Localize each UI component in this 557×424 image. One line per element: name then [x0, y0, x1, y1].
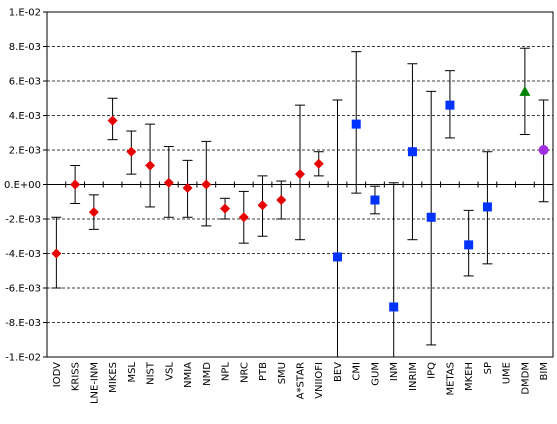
data-point-diamond [70, 179, 81, 190]
data-point-diamond [257, 200, 268, 211]
x-category-label: NIST [146, 361, 157, 385]
x-category-label: BIM [539, 362, 550, 380]
data-point-square [426, 212, 436, 222]
x-category-label: NPL [221, 362, 232, 382]
y-tick-label: 8.E-03 [9, 42, 41, 53]
x-category-label: NRC [239, 362, 250, 383]
x-category-label: SP [483, 362, 494, 374]
data-point-square [370, 195, 380, 205]
x-category-label: NMIA [183, 362, 194, 388]
x-category-label: MIKES [108, 362, 119, 393]
data-point-diamond [295, 169, 305, 180]
data-point-diamond [201, 179, 212, 190]
y-tick-label: -6.E-03 [5, 284, 41, 295]
data-point-diamond [51, 248, 62, 259]
y-tick-label: 2.E-03 [9, 146, 41, 157]
data-point-diamond [220, 203, 231, 214]
x-category-label: SMU [277, 362, 288, 384]
y-tick-label: -8.E-03 [5, 318, 41, 329]
data-point-triangle [519, 85, 531, 96]
data-markers [51, 85, 549, 312]
data-point-diamond [163, 177, 174, 188]
x-category-label: IPQ [427, 362, 438, 379]
data-point-diamond [276, 195, 287, 206]
data-point-diamond [126, 146, 137, 157]
x-category-label: BEV [333, 362, 344, 382]
y-tick-label: 6.E-03 [9, 77, 41, 88]
data-point-circle [538, 145, 549, 155]
x-category-label: VSL [164, 362, 175, 381]
y-tick-label: -2.E-03 [5, 215, 41, 226]
x-category-label: METAS [445, 362, 456, 395]
x-category-label: A*STAR [296, 362, 307, 399]
x-category-label: NMD [202, 362, 213, 386]
x-category-label: CMI [352, 362, 363, 381]
y-axis-ticks: 1.E-02 8.E-03 6.E-03 4.E-03 2.E-03 0.E+00 -2.E… [4, 8, 47, 364]
data-point-square [389, 302, 399, 312]
x-category-label: INM [389, 362, 400, 381]
y-tick-label: -1.E-02 [5, 353, 41, 364]
x-category-label: MKEH [464, 362, 475, 391]
x-category-label: MSL [127, 362, 138, 383]
y-tick-label: 4.E-03 [9, 111, 41, 122]
x-axis: IODV KRISS LNE-INM MIKES MSL NIST VSL NMIA NMD NP… [47, 181, 554, 404]
x-category-label: IODV [52, 362, 63, 387]
x-category-label: LNE-INM [89, 362, 100, 404]
data-point-square [482, 202, 492, 212]
x-category-label: KRISS [71, 362, 82, 391]
data-point-square [407, 147, 417, 157]
data-point-diamond [88, 207, 99, 218]
y-tick-label: 1.E-02 [9, 8, 41, 19]
data-point-diamond [145, 160, 156, 171]
data-point-square [351, 119, 361, 129]
x-category-label: DMDM [520, 362, 531, 395]
x-category-label: INRIM [408, 362, 419, 391]
x-category-label: VNIIOFI [314, 362, 325, 399]
data-point-square [332, 252, 342, 262]
data-point-diamond [313, 158, 324, 169]
y-tick-label: -4.E-03 [5, 249, 41, 260]
data-point-diamond [182, 182, 193, 193]
y-tick-label: 0.E+00 [4, 180, 41, 191]
x-category-label: UME [502, 362, 513, 384]
x-category-label: PTB [258, 362, 269, 381]
plot-border [46, 11, 554, 358]
data-point-diamond [238, 212, 249, 223]
data-point-diamond [107, 115, 118, 126]
x-category-label: GUM [370, 362, 381, 386]
data-point-square [464, 240, 474, 250]
data-point-square [445, 100, 455, 110]
